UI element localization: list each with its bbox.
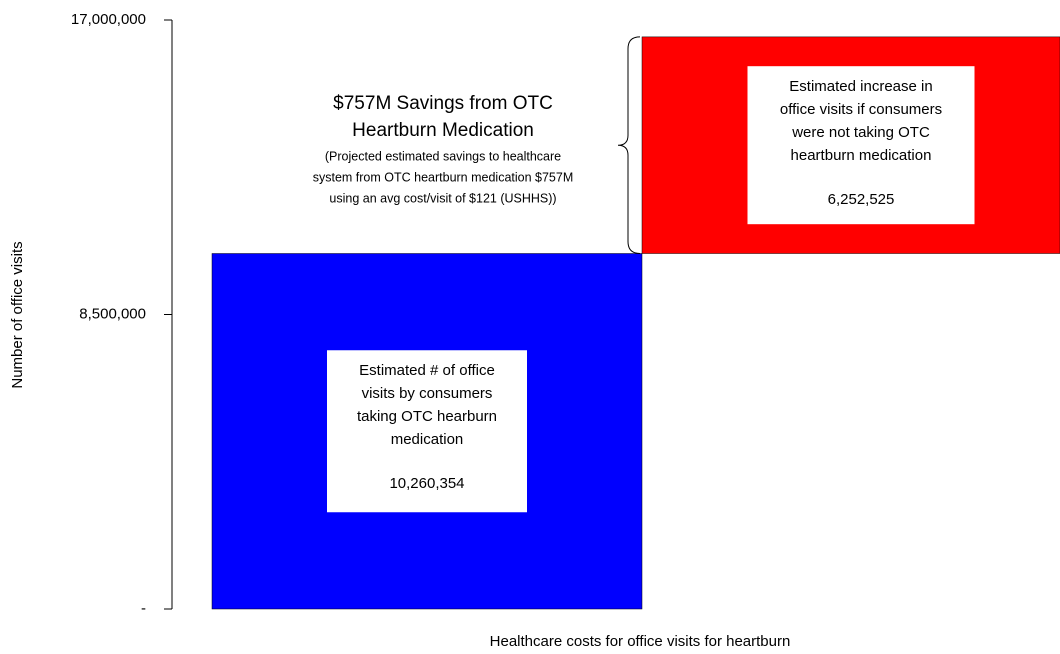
bar-label: office visits if consumers bbox=[780, 101, 942, 118]
y-axis-label: Number of office visits bbox=[9, 241, 26, 388]
annotation-title: Heartburn Medication bbox=[352, 120, 534, 141]
label-box bbox=[747, 66, 975, 225]
bar-label: Estimated increase in bbox=[789, 78, 932, 95]
value-label: 10,260,354 bbox=[389, 475, 464, 492]
value-label: 6,252,525 bbox=[828, 191, 895, 208]
label-box bbox=[327, 350, 527, 513]
annotation-text: using an avg cost/visit of $121 (USHHS)) bbox=[329, 191, 556, 205]
y-tick-label: 17,000,000 bbox=[71, 11, 146, 28]
bar-label: were not taking OTC bbox=[791, 124, 930, 141]
y-tick-label: - bbox=[141, 600, 146, 617]
annotation-title: $757M Savings from OTC bbox=[333, 93, 553, 114]
annotation-text: system from OTC heartburn medication $75… bbox=[313, 170, 574, 184]
brace bbox=[617, 36, 641, 255]
x-axis-label: Healthcare costs for office visits for h… bbox=[490, 633, 791, 650]
bar-label: visits by consumers bbox=[362, 385, 493, 402]
bar-label: medication bbox=[391, 431, 464, 448]
y-tick-label: 8,500,000 bbox=[79, 305, 146, 322]
bar-label: Estimated # of office bbox=[359, 362, 495, 379]
annotation-text: (Projected estimated savings to healthca… bbox=[325, 149, 561, 163]
bar-label: heartburn medication bbox=[791, 147, 932, 164]
bar-label: taking OTC hearburn bbox=[357, 408, 497, 425]
